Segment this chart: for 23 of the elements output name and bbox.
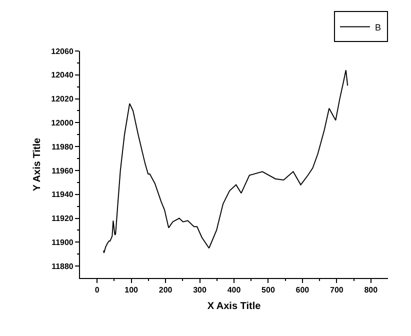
y-tick-label: 11960 [52,166,74,176]
x-axis-title: X Axis Title [207,301,262,312]
y-tick-label: 12020 [51,94,74,104]
y-tick-label: 11920 [52,214,74,224]
y-axis-title: Y Axis Title [32,137,44,192]
y-tick-label: 12060 [51,46,74,56]
x-tick-label: 700 [330,286,344,295]
y-tick-label: 11900 [52,238,74,247]
x-tick-label: 300 [193,286,207,295]
y-tick-label: 11940 [52,190,74,200]
y-tick-label: 11980 [52,142,74,152]
x-tick-label: 500 [262,286,276,295]
y-tick-label: 12040 [51,70,74,80]
legend-label: B [375,22,382,32]
x-tick-label: 0 [94,286,100,295]
x-tick-label: 100 [124,286,139,295]
y-tick-label: 12000 [51,118,74,128]
x-tick-label: 600 [296,286,310,295]
y-tick-label: 11880 [52,262,74,271]
line-series [103,70,348,254]
x-tick-label: 800 [364,286,378,295]
x-tick-label: 400 [227,286,242,295]
x-tick-label: 200 [158,286,173,295]
